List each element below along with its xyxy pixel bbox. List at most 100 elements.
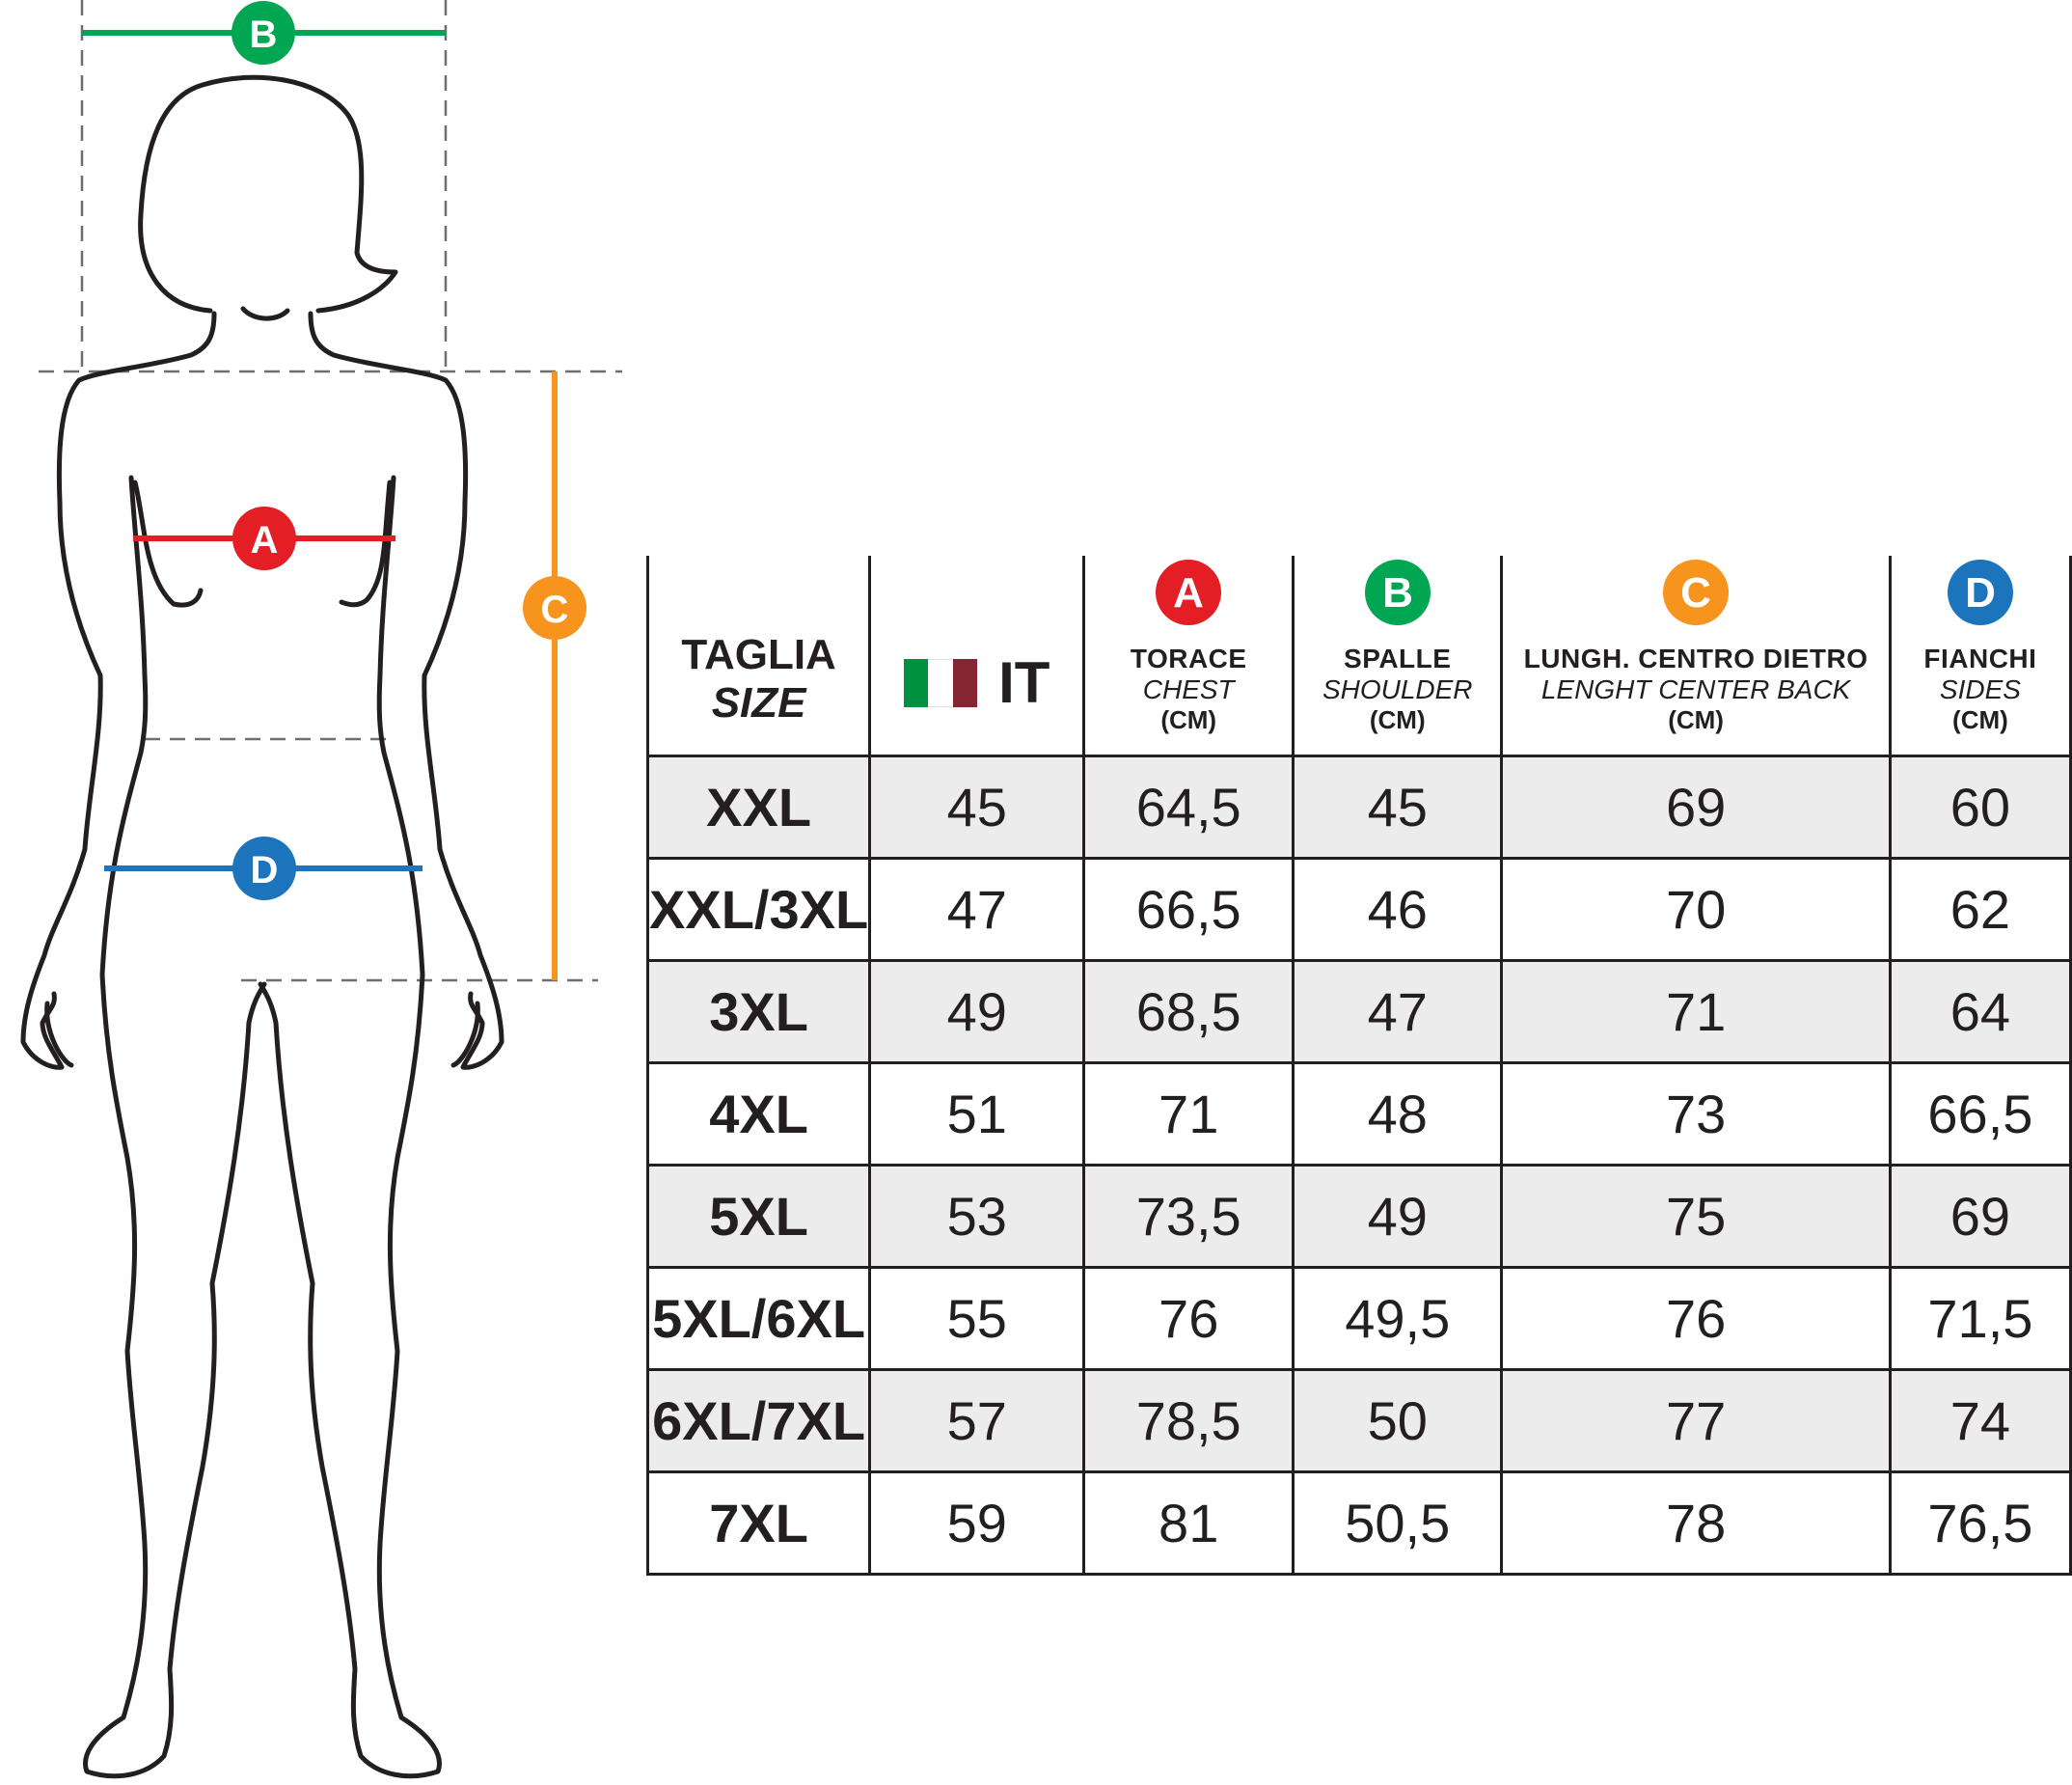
it-cell: 55 [868,1267,1086,1371]
chest-cell: 71 [1082,1062,1295,1167]
chest-header-main: TORACE [1130,644,1247,673]
sides-header-main: FIANCHI [1923,644,2037,673]
sides-cell: 69 [1888,1165,2072,1269]
size-column-header: TAGLIA SIZE [645,556,872,757]
svg-text:B: B [1382,569,1413,617]
shoulder-header-unit: (CM) [1369,705,1426,734]
chest-cell: 81 [1082,1471,1295,1576]
length-cell: 76 [1500,1267,1892,1371]
table-row: 5XL/6XL 55 76 49,5 76 71,5 [645,1267,2072,1371]
shoulder-cell: 48 [1292,1062,1504,1167]
length-cell: 70 [1500,858,1892,962]
shoulder-cell: 50 [1292,1369,1504,1473]
it-cell: 51 [868,1062,1086,1167]
svg-text:C: C [1680,569,1711,617]
sides-cell: 60 [1888,755,2072,860]
marker-b-icon: B [1364,560,1431,625]
svg-text:A: A [1173,569,1204,617]
marker-d-icon: D [1947,560,2013,625]
size-cell: XXL [645,755,872,860]
shoulder-column-header: B SPALLE SHOULDER (CM) [1292,556,1504,757]
length-column-header: C LUNGH. CENTRO DIETRO LENGHT CENTER BAC… [1500,556,1892,757]
shoulder-cell: 50,5 [1292,1471,1504,1576]
it-column-header: IT [868,556,1086,757]
woman-silhouette [20,74,504,1779]
chest-header-sub: CHEST [1142,674,1235,704]
chest-cell: 66,5 [1082,858,1295,962]
shoulder-cell: 49,5 [1292,1267,1504,1371]
size-table: TAGLIA SIZE IT A TORACE CHEST [645,556,2072,1576]
table-header-row: TAGLIA SIZE IT A TORACE CHEST [645,556,2072,757]
length-cell: 75 [1500,1165,1892,1269]
size-cell: 5XL/6XL [645,1267,872,1371]
size-cell: 7XL [645,1471,872,1576]
length-cell: 78 [1500,1471,1892,1576]
size-cell: 3XL [645,960,872,1064]
table-row: 6XL/7XL 57 78,5 50 77 74 [645,1369,2072,1473]
table-row: 3XL 49 68,5 47 71 64 [645,960,2072,1064]
size-header-sub: SIZE [711,679,806,727]
shoulder-cell: 49 [1292,1165,1504,1269]
it-cell: 47 [868,858,1086,962]
it-cell: 53 [868,1165,1086,1269]
marker-a-label: A [251,519,279,562]
measure-d: D [104,837,423,900]
shoulder-cell: 46 [1292,858,1504,962]
size-cell: 6XL/7XL [645,1369,872,1473]
size-header-main: TAGLIA [681,631,836,678]
guide-lines [39,0,622,982]
length-header-unit: (CM) [1668,705,1724,734]
length-cell: 71 [1500,960,1892,1064]
measure-a: A [133,507,395,570]
chest-cell: 78,5 [1082,1369,1295,1473]
marker-c-icon: C [1663,560,1730,625]
chest-cell: 64,5 [1082,755,1295,860]
marker-b-icon [232,1,295,65]
length-cell: 77 [1500,1369,1892,1473]
measure-c: C [523,371,586,980]
chest-cell: 76 [1082,1267,1295,1371]
chest-header-unit: (CM) [1160,705,1217,734]
marker-d-icon [232,837,296,900]
sides-cell: 76,5 [1888,1471,2072,1576]
marker-d-label: D [251,849,279,892]
chest-column-header: A TORACE CHEST (CM) [1082,556,1295,757]
table-row: 4XL 51 71 48 73 66,5 [645,1062,2072,1167]
marker-c-label: C [541,589,569,631]
size-cell: 4XL [645,1062,872,1167]
shoulder-header-sub: SHOULDER [1322,674,1473,704]
length-header-main: LUNGH. CENTRO DIETRO [1523,644,1868,673]
marker-c-icon [523,576,586,640]
size-cell: XXL/3XL [645,858,872,962]
sides-header-unit: (CM) [1952,705,2008,734]
sides-cell: 66,5 [1888,1062,2072,1167]
table-row: 7XL 59 81 50,5 78 76,5 [645,1471,2072,1576]
length-header-sub: LENGHT CENTER BACK [1540,674,1851,704]
table-row: 5XL 53 73,5 49 75 69 [645,1165,2072,1269]
sides-column-header: D FIANCHI SIDES (CM) [1888,556,2072,757]
shoulder-cell: 47 [1292,960,1504,1064]
marker-a-icon [232,507,296,570]
shoulder-cell: 45 [1292,755,1504,860]
marker-a-icon: A [1156,560,1222,625]
it-cell: 59 [868,1471,1086,1576]
svg-text:D: D [1965,569,1996,617]
sides-cell: 74 [1888,1369,2072,1473]
it-cell: 57 [868,1369,1086,1473]
italy-flag-icon [904,658,978,707]
table-row: XXL 45 64,5 45 69 60 [645,755,2072,860]
table-row: XXL/3XL 47 66,5 46 70 62 [645,858,2072,962]
it-header-label: IT [998,650,1050,715]
sides-cell: 64 [1888,960,2072,1064]
table-body: XXL 45 64,5 45 69 60 XXL/3XL 47 66,5 46 … [645,755,2072,1576]
it-cell: 49 [868,960,1086,1064]
shoulder-header-main: SPALLE [1344,644,1452,673]
measure-b: B [82,1,446,65]
sides-cell: 71,5 [1888,1267,2072,1371]
it-cell: 45 [868,755,1086,860]
length-cell: 73 [1500,1062,1892,1167]
chest-cell: 73,5 [1082,1165,1295,1269]
chest-cell: 68,5 [1082,960,1295,1064]
marker-b-label: B [250,14,278,56]
size-cell: 5XL [645,1165,872,1269]
